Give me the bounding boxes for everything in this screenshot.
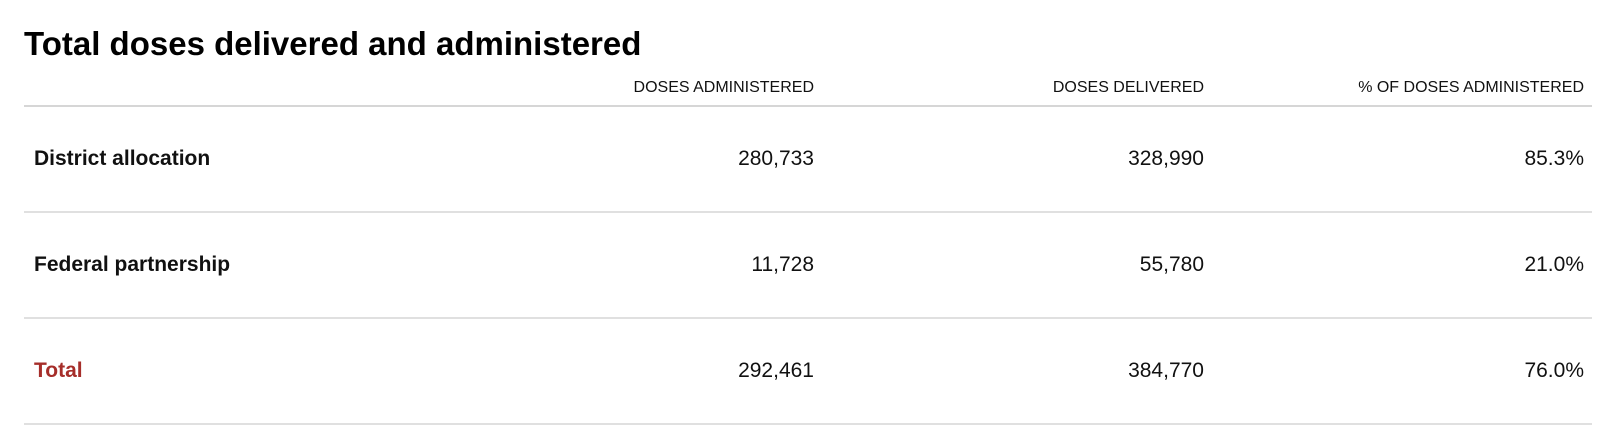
- doses-administered-cell: 280,733: [408, 106, 822, 213]
- table-header-row: DOSES ADMINISTERED DOSES DELIVERED % OF …: [24, 64, 1592, 107]
- pct-administered-cell: 21.0%: [1212, 212, 1592, 319]
- row-label: District allocation: [24, 106, 408, 213]
- doses-administered-cell: 11,728: [408, 212, 822, 319]
- row-label-total: Total: [24, 318, 408, 425]
- column-header-doses-administered: DOSES ADMINISTERED: [408, 64, 822, 107]
- doses-administered-cell: 292,461: [408, 318, 822, 425]
- doses-table-panel: Total doses delivered and administered D…: [24, 0, 1592, 425]
- doses-delivered-cell: 328,990: [822, 106, 1212, 213]
- doses-table: DOSES ADMINISTERED DOSES DELIVERED % OF …: [24, 64, 1592, 425]
- row-label: Federal partnership: [24, 212, 408, 319]
- column-header-doses-delivered: DOSES DELIVERED: [822, 64, 1212, 107]
- column-header-label: [24, 64, 408, 107]
- table-row: Federal partnership 11,728 55,780 21.0%: [24, 212, 1592, 319]
- column-header-pct-administered: % OF DOSES ADMINISTERED: [1212, 64, 1592, 107]
- pct-administered-cell: 76.0%: [1212, 318, 1592, 425]
- doses-delivered-cell: 55,780: [822, 212, 1212, 319]
- table-row: District allocation 280,733 328,990 85.3…: [24, 106, 1592, 213]
- table-row-total: Total 292,461 384,770 76.0%: [24, 318, 1592, 425]
- pct-administered-cell: 85.3%: [1212, 106, 1592, 213]
- doses-delivered-cell: 384,770: [822, 318, 1212, 425]
- table-title: Total doses delivered and administered: [24, 25, 642, 62]
